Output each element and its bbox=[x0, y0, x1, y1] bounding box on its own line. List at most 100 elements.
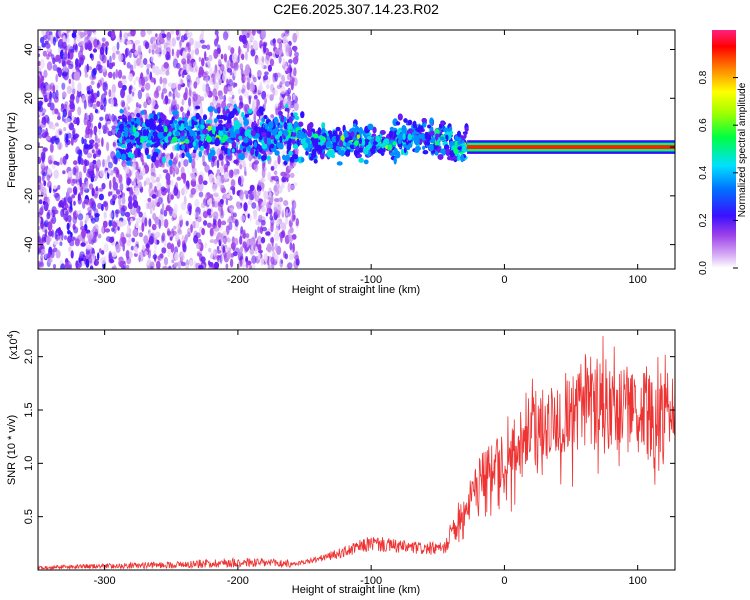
spectrogram-cell bbox=[263, 43, 267, 54]
spectrogram-cell bbox=[107, 161, 113, 169]
spectrogram-cell bbox=[153, 240, 158, 250]
spectrogram-cell bbox=[287, 141, 292, 148]
spectrogram-cell bbox=[214, 238, 218, 245]
spectrogram-cell bbox=[138, 232, 143, 238]
spectrogram-cell bbox=[135, 217, 142, 224]
spectrogram-cell bbox=[176, 123, 180, 130]
spectrogram-cell bbox=[147, 99, 152, 104]
spectrogram-cell bbox=[106, 120, 111, 125]
spectrogram-cell bbox=[449, 157, 455, 161]
spectrogram-cell bbox=[180, 106, 184, 112]
spectrogram-cell bbox=[144, 82, 151, 91]
spectrogram-cell bbox=[91, 253, 96, 263]
spectrogram-cell bbox=[174, 130, 180, 136]
spectrogram-cell bbox=[147, 258, 150, 266]
spectrogram-cell bbox=[38, 125, 43, 135]
spectrogram-cell bbox=[234, 219, 239, 227]
spectrogram-cell bbox=[251, 30, 256, 36]
spectrogram-cell bbox=[172, 58, 179, 69]
spectrogram-cell bbox=[45, 136, 51, 141]
spectrogram-cell bbox=[284, 253, 288, 260]
spectrogram-cell bbox=[43, 69, 48, 78]
spectrogram-cell bbox=[279, 81, 283, 88]
spectrogram-cell bbox=[84, 73, 89, 78]
spectrogram-cell bbox=[309, 156, 314, 161]
spectrogram-cell bbox=[257, 226, 261, 234]
spectrogram-cell bbox=[125, 264, 130, 269]
spectrogram-cell bbox=[68, 246, 72, 253]
spectrogram-cell bbox=[269, 135, 276, 140]
spectrogram-cell bbox=[149, 113, 154, 119]
spectrogram-cell bbox=[141, 158, 145, 166]
spectrogram-cell bbox=[198, 66, 204, 76]
spectrogram-cell bbox=[230, 186, 236, 191]
spectrogram-cell bbox=[125, 171, 129, 181]
spectrogram-cell bbox=[461, 145, 467, 153]
spectrogram-cell bbox=[168, 265, 172, 269]
spectrogram-cell bbox=[134, 137, 141, 142]
spectrogram-cell bbox=[142, 129, 148, 137]
spectrogram-cell bbox=[227, 122, 232, 129]
spectrogram-cell bbox=[164, 135, 170, 143]
spectrogram-cell bbox=[202, 71, 208, 78]
spectrogram-cell bbox=[102, 65, 107, 73]
spectrogram-cell bbox=[152, 212, 157, 220]
spectrogram-cell bbox=[261, 143, 268, 150]
spectrogram-cell bbox=[77, 193, 81, 201]
spectrogram-cell bbox=[216, 44, 221, 54]
spectrogram-cell bbox=[111, 125, 117, 130]
spectrogram-cell bbox=[275, 107, 279, 116]
spectrogram-cell bbox=[210, 210, 214, 216]
spectrogram-cell bbox=[356, 134, 361, 139]
spectrogram-cell bbox=[226, 67, 232, 73]
spectrogram-cell bbox=[147, 132, 152, 141]
spectrogram-cell bbox=[280, 182, 285, 189]
spectrogram-cell bbox=[38, 118, 41, 127]
spectrogram-cell bbox=[345, 142, 352, 147]
spectrogram-cell bbox=[93, 193, 98, 199]
spectrogram-cell bbox=[208, 54, 213, 62]
spectrogram-cell bbox=[217, 218, 222, 229]
spectrogram-cell bbox=[194, 198, 200, 208]
spectrogram-cell bbox=[98, 122, 102, 130]
spectrogram-cell bbox=[100, 97, 105, 106]
spectrogram-cell bbox=[372, 126, 377, 134]
spectrogram-cell bbox=[73, 226, 79, 234]
spectrogram-cell bbox=[240, 226, 244, 235]
spectrogram-cell bbox=[193, 61, 198, 69]
spectrogram-cell bbox=[166, 178, 171, 186]
spectrogram-cell bbox=[55, 74, 58, 83]
spectrogram-cell bbox=[230, 179, 236, 187]
spectrogram-cell bbox=[65, 117, 71, 126]
spectrogram-cell bbox=[173, 225, 177, 230]
spectrogram-cell bbox=[249, 249, 255, 255]
spectrogram-cell bbox=[216, 169, 221, 175]
spectrogram-cell bbox=[254, 229, 258, 239]
spectrogram-cell bbox=[281, 177, 286, 183]
spectrogram-cell bbox=[176, 145, 180, 151]
spectrogram-cell bbox=[241, 258, 246, 268]
spectrogram-cell bbox=[232, 58, 237, 63]
spectrogram-cell bbox=[264, 71, 269, 76]
spectrogram-cell bbox=[69, 200, 73, 211]
spectrogram-cell bbox=[86, 63, 89, 73]
spectrogram-cell bbox=[141, 244, 146, 251]
spectrogram-cell bbox=[238, 45, 241, 56]
spectrogram-cell bbox=[42, 129, 46, 138]
spectrogram-cell bbox=[61, 56, 66, 67]
spectrogram-cell bbox=[47, 221, 53, 232]
spectrogram-cell bbox=[158, 69, 162, 75]
spectrogram-cell bbox=[278, 55, 282, 64]
spectrogram-cell bbox=[260, 178, 266, 183]
spectrogram-cell bbox=[104, 113, 110, 122]
spectrogram-cell bbox=[117, 69, 123, 79]
spectrogram-cell bbox=[90, 80, 95, 86]
spectrogram-cell bbox=[234, 237, 239, 246]
spectrogram-cell bbox=[201, 57, 205, 67]
spectrogram-cell bbox=[111, 30, 116, 39]
spectrogram-cell bbox=[242, 241, 247, 249]
spectrogram-cell bbox=[449, 126, 453, 131]
spectrogram-cell bbox=[220, 53, 224, 60]
spectrogram-cell bbox=[428, 143, 434, 152]
spectrogram-cell bbox=[192, 141, 196, 147]
